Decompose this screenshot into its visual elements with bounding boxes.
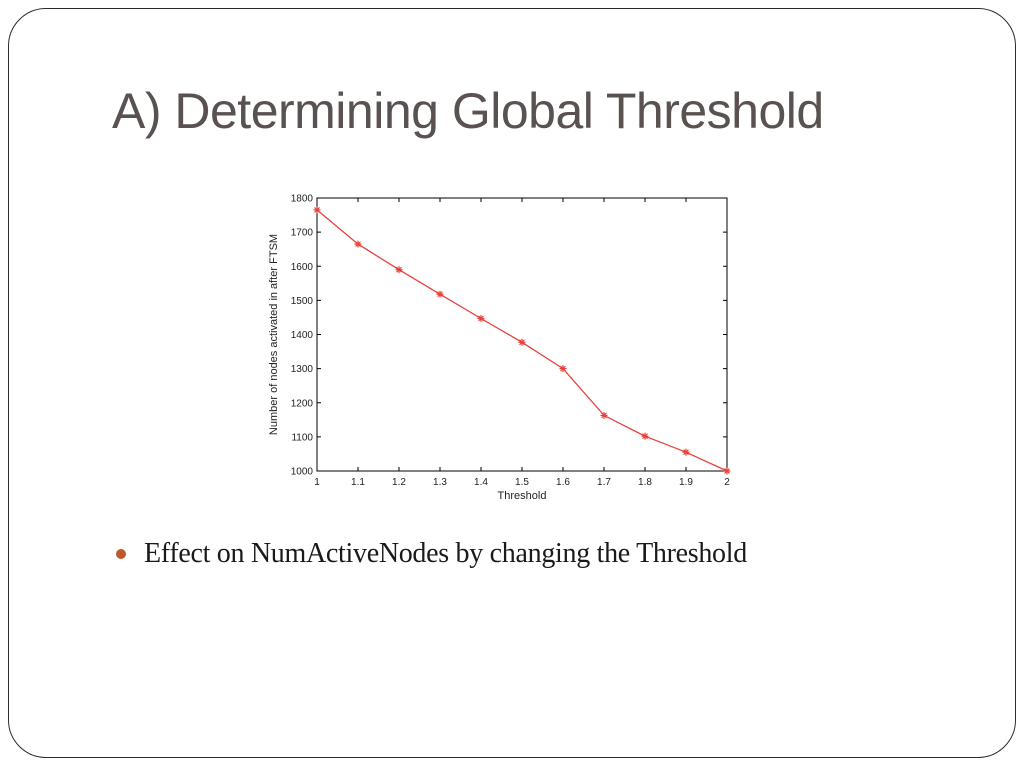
marker-stroke	[642, 433, 648, 440]
x-tick-label: 1.2	[392, 477, 406, 488]
marker-stroke	[601, 412, 607, 419]
data-point	[600, 411, 608, 419]
data-point	[477, 315, 485, 322]
data-point	[682, 448, 690, 456]
y-tick-labels: 1000 1100 1200 1300 1400 1500 1600 1700 1800	[291, 194, 314, 478]
marker-stroke	[355, 241, 361, 247]
bullet-dot-icon	[116, 549, 126, 559]
marker-stroke	[519, 339, 525, 346]
plot-area	[316, 197, 728, 472]
data-point	[313, 206, 321, 214]
x-tick-label: 1.7	[597, 477, 611, 488]
x-axis-label: Threshold	[498, 490, 547, 502]
marker-stroke	[396, 266, 402, 273]
x-tick-label: 1.8	[638, 477, 652, 488]
y-tick-label: 1300	[291, 364, 314, 375]
data-point	[354, 240, 362, 248]
x-tick-label: 2	[724, 477, 730, 488]
x-tick-labels: 1 1.1 1.2 1.3 1.4 1.5 1.6 1.7 1.8 1.9 2	[314, 477, 730, 488]
y-tick-label: 1800	[291, 194, 314, 205]
marker-stroke	[437, 291, 443, 298]
data-point	[518, 338, 526, 346]
data-point	[395, 266, 403, 274]
x-tick-label: 1.4	[474, 477, 488, 488]
data-point	[436, 290, 444, 298]
marker-stroke	[724, 468, 730, 474]
slide-title: A) Determining Global Threshold	[112, 83, 824, 139]
line-chart: 1 1.1 1.2 1.3 1.4 1.5 1.6 1.7 1.8 1.9 2 1000 1100 12…	[268, 194, 731, 502]
x-tick-label: 1.5	[515, 477, 529, 488]
y-tick-label: 1000	[291, 467, 314, 478]
marker-stroke	[478, 315, 484, 322]
marker-stroke	[314, 207, 320, 213]
y-tick-label: 1400	[291, 330, 314, 341]
y-tick-label: 1700	[291, 228, 314, 239]
x-tick-label: 1	[314, 477, 320, 488]
x-tick-label: 1.1	[351, 477, 365, 488]
data-point	[641, 432, 649, 440]
y-tick-label: 1200	[291, 398, 314, 409]
marker-stroke	[683, 449, 689, 456]
marker-stroke	[560, 365, 566, 372]
x-tick-label: 1.9	[679, 477, 693, 488]
y-axis-label: Number of nodes activated in after FTSM	[268, 234, 280, 435]
data-series	[313, 206, 731, 475]
data-point	[723, 467, 731, 475]
data-point	[559, 365, 567, 373]
x-tick-label: 1.3	[433, 477, 447, 488]
y-tick-label: 1500	[291, 296, 314, 307]
y-tick-label: 1600	[291, 262, 314, 273]
y-tick-label: 1100	[291, 432, 313, 443]
bullet-text: Effect on NumActiveNodes by changing the…	[144, 538, 747, 569]
bullet-item: Effect on NumActiveNodes by changing the…	[116, 538, 747, 570]
x-tick-label: 1.6	[556, 477, 570, 488]
